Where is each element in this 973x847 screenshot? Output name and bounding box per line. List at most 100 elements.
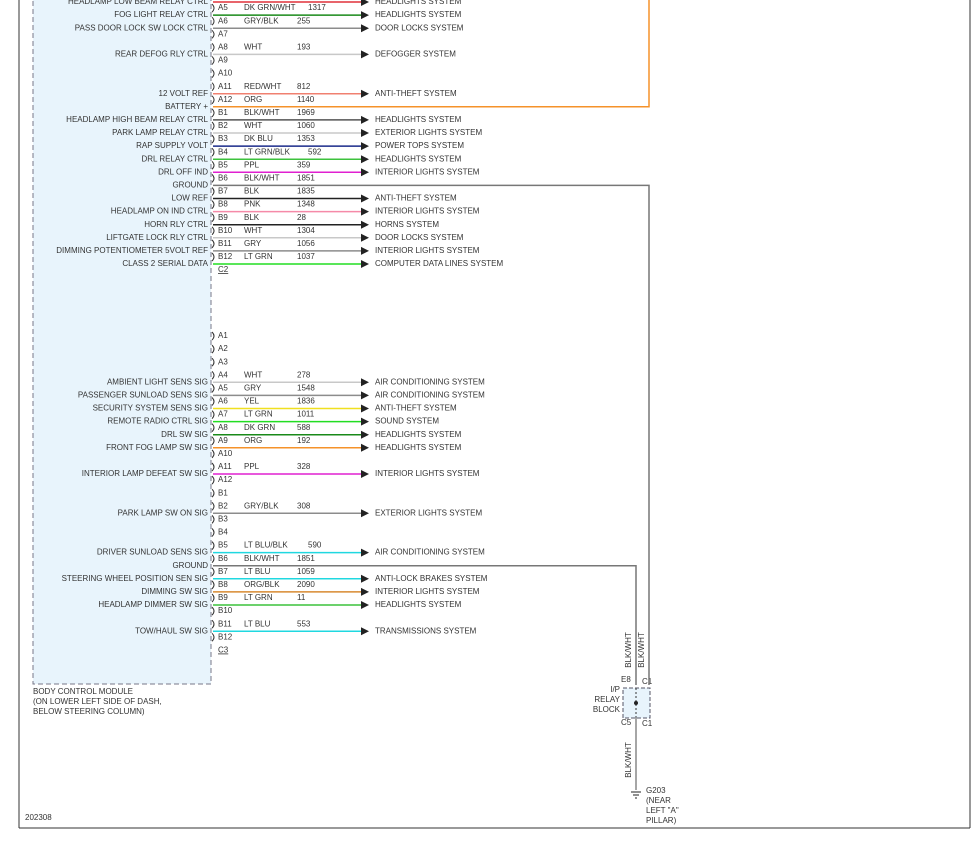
pin-label: C1 — [642, 677, 653, 686]
wire-color: DK GRN/WHT — [244, 3, 296, 12]
circuit-number: 278 — [297, 370, 311, 379]
pin-label: B11 — [218, 619, 232, 628]
system-name: EXTERIOR LIGHTS SYSTEM — [375, 128, 482, 137]
arrowhead — [361, 246, 369, 255]
arrowhead — [361, 24, 369, 33]
pin-connector — [211, 580, 215, 590]
system-name: HEADLIGHTS SYSTEM — [375, 443, 462, 452]
connector-label: C2 — [218, 265, 229, 274]
pin-function: REAR DEFOG RLY CTRL — [115, 50, 209, 59]
wire-color: BLK/WHT — [244, 554, 280, 563]
ground-name: G203 — [646, 786, 666, 795]
pin-function: RAP SUPPLY VOLT — [136, 141, 208, 150]
circuit-number: 1353 — [297, 134, 315, 143]
pin-label: B6 — [218, 554, 228, 563]
pin-connector — [211, 174, 215, 183]
pin-connector — [211, 488, 215, 498]
circuit-number: 588 — [297, 423, 311, 432]
pin-label: A6 — [218, 16, 228, 25]
circuit-number: 1304 — [297, 226, 315, 235]
circuit-number: 1011 — [297, 410, 315, 419]
pin-connector — [211, 147, 215, 157]
pin-function: FRONT FOG LAMP SW SIG — [106, 443, 208, 452]
pin-label: A9 — [218, 56, 228, 65]
ground-location: (NEAR — [646, 796, 671, 805]
pin-connector — [211, 134, 215, 144]
pin-label: B12 — [218, 632, 233, 641]
wire-color: WHT — [244, 43, 262, 52]
relay-block-name: RELAY — [594, 695, 620, 704]
pin-connector — [211, 187, 215, 196]
wire-color: LT GRN/BLK — [244, 147, 291, 156]
system-name: POWER TOPS SYSTEM — [375, 141, 464, 150]
pin-connector — [211, 619, 215, 629]
system-name: ANTI-THEFT SYSTEM — [375, 194, 457, 203]
pin-connector — [211, 95, 215, 105]
circuit-number: 1835 — [297, 187, 315, 196]
pin-function: PASS DOOR LOCK SW LOCK CTRL — [75, 23, 209, 32]
pin-function: BATTERY + — [165, 102, 208, 111]
pin-function: HEADLAMP LOW BEAM RELAY CTRL — [68, 0, 209, 6]
ground-location: LEFT "A" — [646, 806, 679, 815]
pin-function: STEERING WHEEL POSITION SEN SIG — [62, 574, 208, 583]
pin-function: GROUND — [172, 181, 208, 190]
pin-label: A4 — [218, 370, 228, 379]
pin-connector — [211, 29, 215, 39]
arrowhead — [361, 194, 369, 203]
circuit-number: 1056 — [297, 239, 315, 248]
pin-label: A10 — [218, 449, 233, 458]
wire-color: WHT — [244, 370, 262, 379]
arrowhead — [361, 417, 369, 426]
wire-color: BLK/WHT — [244, 108, 280, 117]
pin-label: A2 — [218, 344, 228, 353]
pin-function: DIMMING SW SIG — [141, 587, 208, 596]
pin-label: B6 — [218, 174, 228, 183]
pin-label: A5 — [218, 3, 228, 12]
module-name: BODY CONTROL MODULE — [33, 687, 133, 696]
relay-block-name: BLOCK — [593, 705, 621, 714]
circuit-number: 1969 — [297, 108, 315, 117]
system-name: HEADLIGHTS SYSTEM — [375, 154, 462, 163]
system-name: HEADLIGHTS SYSTEM — [375, 115, 462, 124]
system-name: INTERIOR LIGHTS SYSTEM — [375, 167, 480, 176]
pin-function: HEADLAMP HIGH BEAM RELAY CTRL — [66, 115, 208, 124]
pin-label: A8 — [218, 43, 228, 52]
pin-connector — [211, 515, 215, 524]
wire-color: BLK/WHT — [244, 174, 280, 183]
pin-label: B9 — [218, 593, 228, 602]
connector-label: C3 — [218, 646, 229, 655]
pin-connector — [211, 462, 215, 472]
arrowhead — [361, 50, 369, 59]
pin-label: C1 — [642, 719, 653, 728]
circuit-number: 1348 — [297, 200, 315, 209]
system-name: HEADLIGHTS SYSTEM — [375, 430, 462, 439]
system-name: HORNS SYSTEM — [375, 220, 439, 229]
wire-color: RED/WHT — [244, 82, 281, 91]
system-name: HEADLIGHTS SYSTEM — [375, 600, 462, 609]
pin-function: AMBIENT LIGHT SENS SIG — [107, 377, 208, 386]
circuit-number: 1037 — [297, 252, 315, 261]
arrowhead — [361, 11, 369, 20]
circuit-number: 1851 — [297, 174, 315, 183]
wire — [213, 184, 650, 685]
wire-color: GRY/BLK — [244, 501, 279, 510]
pin-label: B1 — [218, 488, 228, 497]
pin-label: B12 — [218, 252, 233, 261]
pin-function: TOW/HAUL SW SIG — [135, 626, 208, 635]
pin-function: LIFTGATE LOCK RLY CTRL — [106, 233, 208, 242]
arrowhead — [361, 142, 369, 151]
arrowhead — [361, 509, 369, 518]
wire-color: DK BLU — [244, 134, 273, 143]
wire — [213, 564, 637, 685]
module-location: BELOW STEERING COLUMN) — [33, 707, 145, 716]
pin-connector — [211, 397, 215, 406]
pin-label: B10 — [218, 606, 233, 615]
circuit-number: 192 — [297, 436, 311, 445]
pin-label: A11 — [218, 82, 232, 91]
pin-function: SECURITY SYSTEM SENS SIG — [93, 404, 208, 413]
system-name: INTERIOR LIGHTS SYSTEM — [375, 587, 480, 596]
wire-color: PPL — [244, 462, 260, 471]
pin-connector — [211, 384, 215, 393]
pin-connector — [211, 16, 215, 26]
pin-label: B5 — [218, 541, 228, 550]
